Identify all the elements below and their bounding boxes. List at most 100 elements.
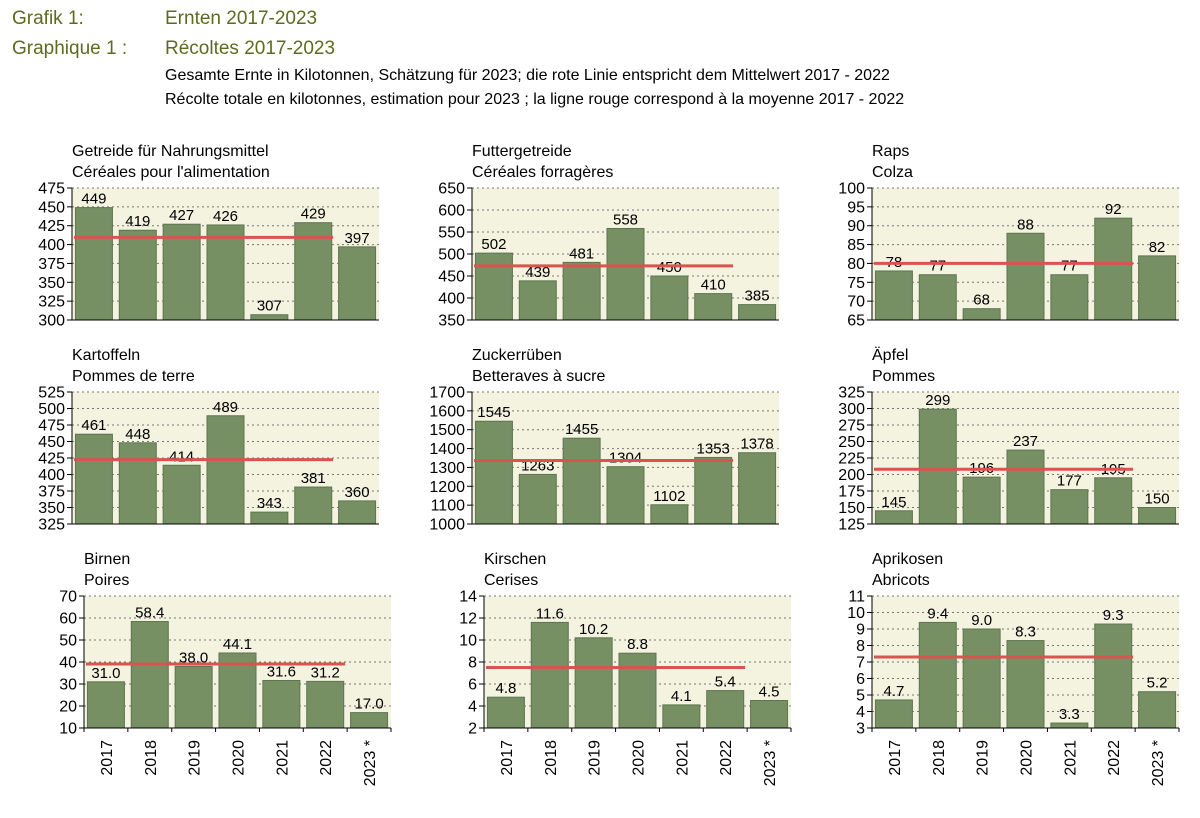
x-tick-label: 2023 * (762, 740, 779, 786)
bar (518, 280, 557, 321)
bar (874, 510, 913, 525)
y-tick-label: 1600 (429, 403, 465, 420)
y-tick-label: 65 (847, 313, 865, 330)
bar (250, 314, 289, 321)
y-tick-label: 10 (59, 721, 77, 738)
bar-value-label: 427 (169, 207, 194, 224)
y-tick-label: 90 (847, 218, 865, 235)
y-tick-label: 40 (59, 655, 77, 672)
y-tick-label: 475 (38, 181, 65, 198)
y-tick-label: 325 (38, 517, 65, 534)
bar (962, 476, 1001, 525)
bar-value-label: 429 (301, 206, 326, 223)
bar-value-label: 307 (257, 298, 282, 315)
bar (1006, 640, 1045, 729)
bar-value-label: 450 (657, 259, 682, 276)
x-tick-label: 2017 (99, 740, 116, 776)
bar-value-label: 237 (1013, 433, 1038, 450)
bar-value-label: 360 (345, 484, 370, 501)
y-tick-label: 70 (59, 589, 77, 606)
y-tick-label: 4 (856, 704, 865, 721)
y-tick-label: 175 (838, 484, 865, 501)
subtitle-de: Gesamte Ernte in Kilotonnen, Schätzung f… (165, 67, 890, 84)
y-tick-label: 400 (438, 291, 465, 308)
y-tick-label: 6 (856, 671, 865, 688)
bar-value-label: 1304 (609, 450, 642, 467)
x-tick-label: 2021 (1062, 740, 1079, 776)
bar-value-label: 481 (569, 245, 594, 262)
bar (738, 452, 777, 525)
x-tick-label: 2022 (718, 740, 735, 776)
bar (250, 511, 289, 525)
x-tick-label: 2022 (318, 740, 335, 776)
bar (738, 304, 777, 321)
bar (962, 628, 1001, 729)
y-tick-label: 450 (438, 269, 465, 286)
y-tick-label: 275 (838, 418, 865, 435)
bar (338, 246, 377, 321)
bar-value-label: 8.8 (627, 636, 648, 653)
y-tick-label: 200 (838, 467, 865, 484)
bar (338, 500, 377, 525)
y-tick-label: 12 (459, 611, 477, 628)
bar (86, 681, 125, 729)
bar (1050, 722, 1089, 729)
bar (118, 229, 157, 321)
chart-title-fr: Cerises (484, 572, 538, 589)
chart-title-de: Kirschen (484, 551, 546, 568)
bar (1138, 691, 1177, 729)
y-tick-label: 8 (856, 638, 865, 655)
y-tick-label: 375 (38, 484, 65, 501)
y-tick-label: 425 (38, 218, 65, 235)
bar-value-label: 58.4 (135, 605, 164, 622)
bar (918, 621, 957, 729)
chart-title-fr: Colza (872, 164, 913, 181)
y-tick-label: 5 (856, 688, 865, 705)
y-tick-label: 1700 (429, 385, 465, 402)
y-tick-label: 85 (847, 237, 865, 254)
y-tick-label: 400 (38, 467, 65, 484)
chart-title-fr: Betteraves à sucre (472, 368, 606, 385)
bar-value-label: 1102 (653, 488, 685, 505)
y-tick-label: 375 (38, 256, 65, 273)
bar-value-label: 4.5 (759, 684, 780, 701)
y-tick-label: 325 (38, 294, 65, 311)
y-tick-label: 11 (848, 589, 865, 606)
bar (1050, 489, 1089, 525)
bar-value-label: 343 (257, 495, 282, 512)
chart-title-fr: Poires (84, 572, 129, 589)
bar (694, 293, 733, 321)
bar (662, 704, 701, 729)
bar-value-label: 426 (213, 208, 238, 225)
bar (294, 222, 333, 321)
bar (874, 270, 913, 321)
bar (606, 466, 645, 525)
bar-value-label: 448 (125, 426, 150, 443)
bar (74, 207, 113, 321)
bar (518, 473, 557, 525)
x-tick-label: 2021 (674, 740, 691, 776)
bar-value-label: 31.0 (91, 665, 120, 682)
chart-title-de: Birnen (84, 551, 130, 568)
bar-value-label: 414 (169, 448, 194, 465)
bar (918, 274, 957, 321)
bar-value-label: 77 (929, 258, 946, 275)
bar (562, 261, 601, 321)
x-tick-label: 2019 (975, 740, 992, 776)
y-tick-label: 475 (38, 418, 65, 435)
bar-value-label: 92 (1105, 201, 1122, 218)
x-tick-label: 2019 (587, 740, 604, 776)
x-tick-label: 2020 (231, 740, 248, 776)
chart-title-de: Aprikosen (872, 551, 943, 568)
x-tick-label: 2018 (931, 740, 948, 776)
bar-value-label: 44.1 (223, 636, 252, 653)
bar-value-label: 177 (1057, 473, 1082, 490)
y-tick-label: 10 (459, 633, 477, 650)
chart-title-de: Getreide für Nahrungsmittel (72, 143, 269, 160)
y-tick-label: 600 (438, 203, 465, 220)
header-label-de: Grafik 1: (12, 8, 84, 29)
y-tick-label: 1500 (429, 422, 465, 439)
bar-value-label: 299 (925, 392, 950, 409)
bar (1006, 449, 1045, 525)
chart-title-de: Raps (872, 143, 909, 160)
